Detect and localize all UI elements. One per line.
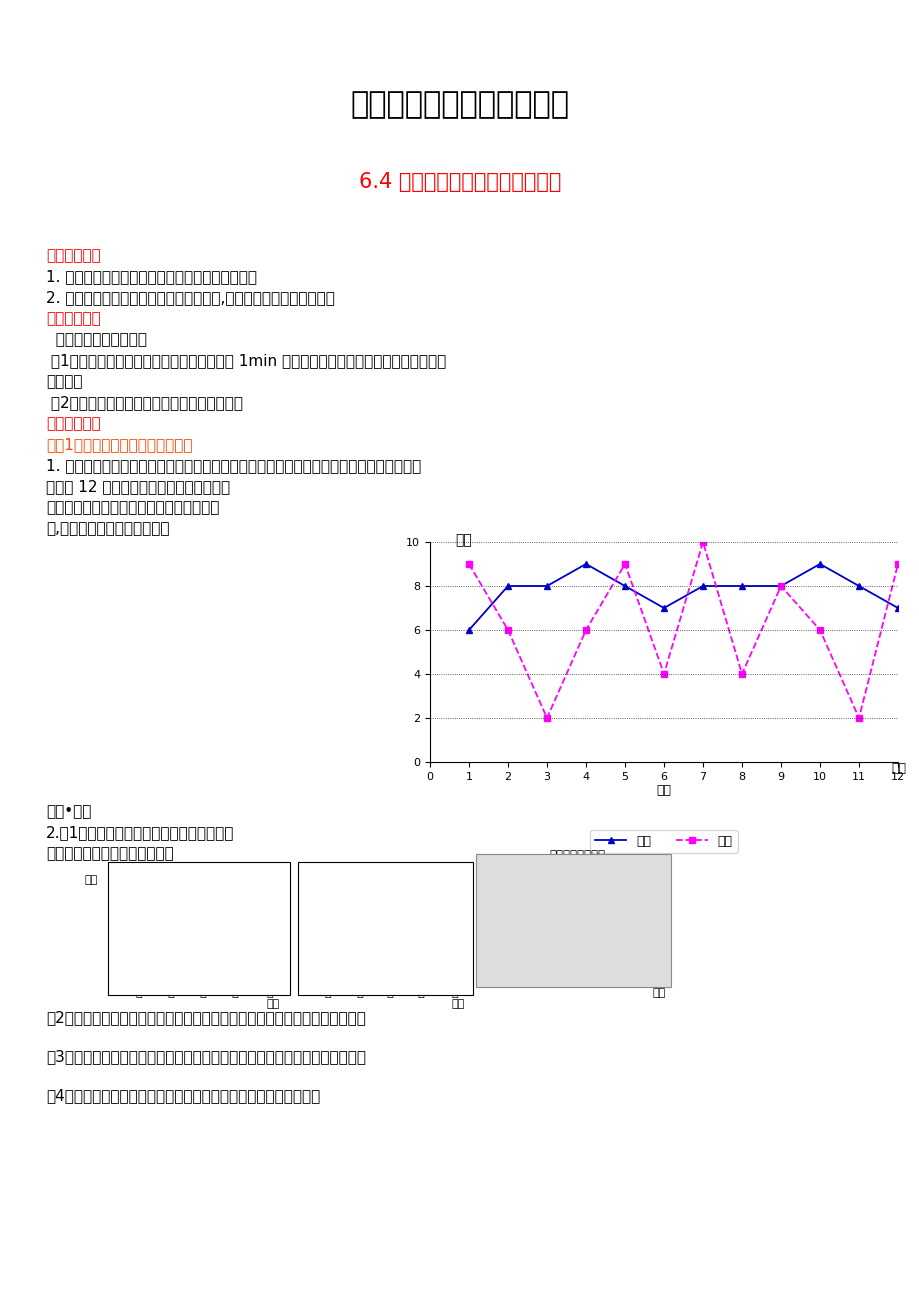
Bar — [255, 956, 272, 983]
Line: 小明: 小明 — [465, 561, 901, 634]
小明 — [697, 578, 708, 594]
Text: （1）两人一组，在安静的环境中，一人估计 1min 的时间，另一人记下实际时间，将结果记: （1）两人一组，在安静的环境中，一人估计 1min 的时间，另一人记下实际时间，… — [46, 353, 446, 368]
Bar — [347, 947, 365, 983]
Bar — [638, 889, 657, 973]
小明 — [502, 578, 513, 594]
Y-axis label: 次数: 次数 — [448, 862, 462, 872]
Bar — [159, 902, 176, 983]
小华 — [697, 534, 708, 549]
Text: 【学习目标】: 【学习目标】 — [46, 247, 101, 263]
Text: 北师大版数学精品教学资料: 北师大版数学精品教学资料 — [350, 90, 569, 118]
小明 — [658, 600, 669, 616]
小华 — [813, 622, 824, 638]
Text: （2）在吵闹的环境中，再做一次这样的实验。: （2）在吵闹的环境中，再做一次这样的实验。 — [46, 395, 243, 410]
Bar — [495, 889, 515, 973]
小明 — [891, 600, 902, 616]
Bar — [223, 902, 241, 983]
Text: （3）分别计算甲、乙两队员射击成绩的方差，看看刚才自己的估计是否正确。: （3）分别计算甲、乙两队员射击成绩的方差，看看刚才自己的估计是否正确。 — [46, 1049, 366, 1064]
Y-axis label: 次数: 次数 — [85, 875, 97, 885]
Bar — [602, 944, 621, 973]
Title: 甲队员的射击成绩: 甲队员的射击成绩 — [172, 862, 228, 875]
小华 — [736, 667, 747, 682]
Text: 成绩: 成绩 — [455, 533, 471, 547]
Line: 小华: 小华 — [465, 539, 901, 721]
小明 — [736, 578, 747, 594]
小明 — [541, 578, 552, 594]
小明 — [580, 556, 591, 572]
Bar — [410, 947, 426, 983]
小明 — [853, 578, 864, 594]
X-axis label: 成绩: 成绩 — [451, 999, 464, 1009]
Text: （4）丙队员的射击成绩如右图，判断三人射击成绩的方差的大小。: （4）丙队员的射击成绩如右图，判断三人射击成绩的方差的大小。 — [46, 1088, 320, 1103]
Bar — [317, 965, 334, 983]
Bar — [531, 944, 550, 973]
Text: 【学习过程】: 【学习过程】 — [46, 417, 101, 431]
Text: 箭序: 箭序 — [890, 762, 905, 775]
Text: 乙两队员射击成绩的平均数吗？: 乙两队员射击成绩的平均数吗？ — [46, 846, 174, 861]
小华 — [891, 556, 902, 572]
小华 — [580, 622, 591, 638]
Bar — [440, 965, 458, 983]
Text: 手,并说明你这样估计的理由。: 手,并说明你这样估计的理由。 — [46, 521, 169, 536]
小明 — [775, 578, 786, 594]
Legend: 小明, 小华: 小明, 小华 — [590, 829, 737, 853]
Text: 课前，从事下列活动：: 课前，从事下列活动： — [46, 332, 147, 348]
小华 — [502, 622, 513, 638]
Text: 第一局 12 支箭射完后两人的成绩如下图所: 第一局 12 支箭射完后两人的成绩如下图所 — [46, 479, 230, 493]
Y-axis label: 次数: 次数 — [275, 875, 289, 885]
X-axis label: 成绩: 成绩 — [267, 999, 279, 1009]
Text: 【学习准备】: 【学习准备】 — [46, 311, 101, 326]
Bar — [127, 956, 144, 983]
Text: （2）通过估计比较甲、乙两队员射击成绩的方差的大小？说说你的估计过程。: （2）通过估计比较甲、乙两队员射击成绩的方差的大小？说说你的估计过程。 — [46, 1010, 366, 1025]
Text: 示。请根据图中信息估计小明和小华谁是新: 示。请根据图中信息估计小明和小华谁是新 — [46, 500, 219, 516]
Bar — [379, 911, 395, 983]
Text: 录下来。: 录下来。 — [46, 374, 83, 389]
Text: 运用•巩固: 运用•巩固 — [46, 805, 91, 819]
Title: 丙队员的射击成绩: 丙队员的射击成绩 — [549, 849, 605, 862]
Text: 1. 进一步加深理解平均数、方差、标准差的概念；: 1. 进一步加深理解平均数、方差、标准差的概念； — [46, 270, 256, 284]
小华 — [463, 556, 474, 572]
X-axis label: 成绩: 成绩 — [652, 987, 665, 997]
Text: 2. 会结合实际，运用相应的知识解决问题,体会样本估计总体的思想。: 2. 会结合实际，运用相应的知识解决问题,体会样本估计总体的思想。 — [46, 290, 335, 305]
小明 — [618, 578, 630, 594]
Text: 1. 射箭时，通常新手成绩会比老手差一些，而且成绩通常不太稳定。小明和小华练习射箭，: 1. 射箭时，通常新手成绩会比老手差一些，而且成绩通常不太稳定。小明和小华练习射… — [46, 458, 421, 473]
小华 — [658, 667, 669, 682]
Text: 活动1：根据图表感受数据的稳定性: 活动1：根据图表感受数据的稳定性 — [46, 437, 192, 452]
小华 — [853, 710, 864, 725]
X-axis label: 箭序: 箭序 — [656, 785, 671, 798]
小华 — [618, 556, 630, 572]
Text: 2.（1）从下面两幅图中，你能分别读出甲、: 2.（1）从下面两幅图中，你能分别读出甲、 — [46, 825, 234, 840]
Bar — [567, 917, 586, 973]
Title: 乙队员的射击成绩: 乙队员的射击成绩 — [359, 862, 415, 875]
Text: 6.4 数据的离散程度（第二课时）: 6.4 数据的离散程度（第二课时） — [358, 172, 561, 191]
小明 — [813, 556, 824, 572]
Bar — [191, 930, 209, 983]
小明 — [463, 622, 474, 638]
小华 — [541, 710, 552, 725]
小华 — [775, 578, 786, 594]
